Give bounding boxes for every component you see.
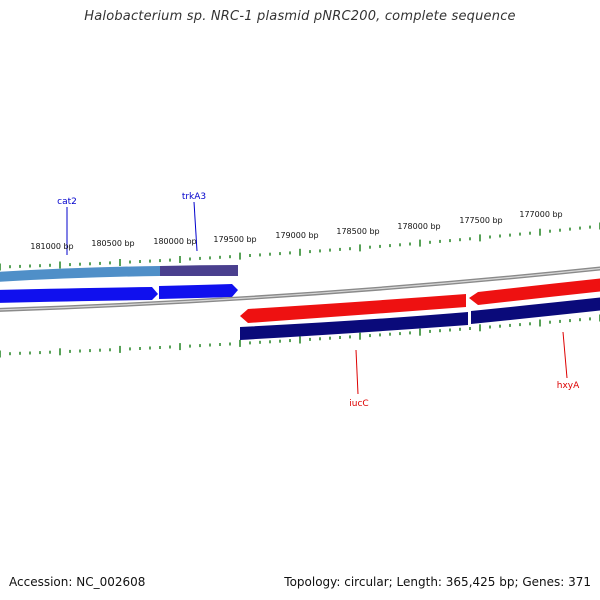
pointer-line-iucC	[355, 349, 359, 395]
reverse-cds-bar-iucC[interactable]	[240, 312, 468, 340]
scale-label: 178500 bp	[336, 227, 379, 236]
accession-label: Accession: NC_002608	[9, 575, 146, 589]
pointer-line-trkA3	[193, 201, 198, 252]
scale-label: 179000 bp	[275, 231, 318, 240]
forward-gene-arrow-cat2[interactable]	[0, 287, 158, 303]
genome-summary: Topology: circular; Length: 365,425 bp; …	[284, 575, 591, 589]
reverse-cds-bar-hxyA[interactable]	[471, 297, 600, 324]
scale-label: 177500 bp	[459, 216, 502, 225]
gene-label-trkA3[interactable]: trkA3	[182, 192, 206, 202]
page-title: Halobacterium sp. NRC-1 plasmid pNRC200,…	[84, 9, 516, 24]
scale-label: 179500 bp	[213, 235, 256, 244]
reverse-gene-arrow-hxyA[interactable]	[469, 278, 600, 305]
scale-label: 180500 bp	[91, 239, 134, 248]
scale-label: 180000 bp	[153, 237, 196, 246]
scale-label: 181000 bp	[30, 242, 73, 251]
reverse-gene-arrow-iucC[interactable]	[240, 294, 466, 323]
pointer-line-hxyA	[562, 331, 568, 379]
forward-cds-bar-left[interactable]	[0, 266, 160, 282]
forward-cds-bar-right[interactable]	[160, 265, 238, 276]
scale-label: 177000 bp	[519, 210, 562, 219]
gene-label-hxyA[interactable]: hxyA	[557, 381, 580, 391]
scale-label: 178000 bp	[397, 222, 440, 231]
gene-label-cat2[interactable]: cat2	[57, 197, 77, 207]
forward-gene-arrow-trkA3[interactable]	[159, 284, 238, 299]
inner-tick-ruler	[0, 314, 600, 358]
gene-label-iucC[interactable]: iucC	[349, 399, 368, 409]
outer-tick-ruler	[0, 222, 600, 271]
